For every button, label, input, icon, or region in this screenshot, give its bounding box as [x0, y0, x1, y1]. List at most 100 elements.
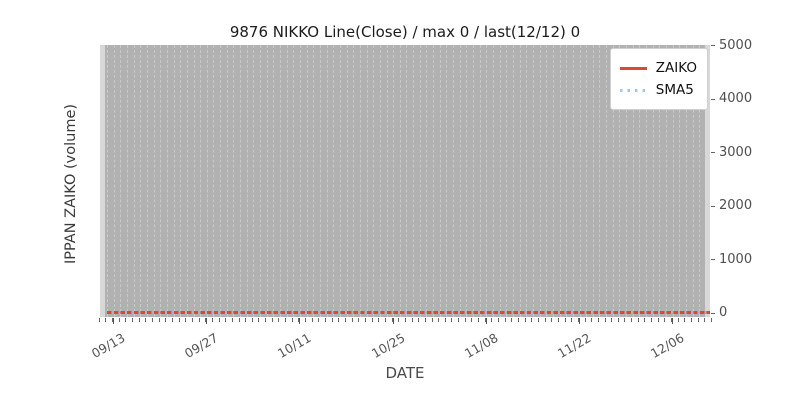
- x-minor-tick: [258, 318, 260, 322]
- x-minor-tick: [231, 318, 233, 322]
- x-minor-tick: [298, 318, 300, 322]
- gridline: [566, 45, 568, 317]
- x-minor-tick: [704, 318, 706, 322]
- y-tick-label: 0: [719, 305, 728, 320]
- gridline: [346, 45, 348, 317]
- x-minor-tick: [384, 318, 386, 322]
- x-minor-tick: [504, 318, 506, 322]
- legend-label-sma5: SMA5: [655, 82, 694, 98]
- x-minor-tick: [464, 318, 466, 322]
- gridline: [692, 45, 694, 317]
- x-minor-tick: [577, 318, 579, 322]
- x-minor-tick: [132, 318, 134, 322]
- gridline: [519, 45, 521, 317]
- gridline: [353, 45, 355, 317]
- x-minor-tick: [711, 318, 712, 322]
- x-minor-tick: [125, 318, 127, 322]
- x-minor-tick: [225, 318, 227, 322]
- x-minor-tick: [364, 318, 366, 322]
- gridline: [546, 45, 548, 317]
- x-minor-tick: [657, 318, 659, 322]
- gridline: [479, 45, 481, 317]
- gridline: [153, 45, 155, 317]
- gridline: [612, 45, 614, 317]
- x-minor-tick: [544, 318, 546, 322]
- gridline: [240, 45, 242, 317]
- x-minor-tick: [351, 318, 353, 322]
- gridline: [180, 45, 182, 317]
- gridline: [672, 45, 674, 317]
- x-minor-tick: [551, 318, 553, 322]
- gridline: [572, 45, 574, 317]
- x-minor-tick: [591, 318, 593, 322]
- gridline: [379, 45, 381, 317]
- gridline: [619, 45, 621, 317]
- gridline: [439, 45, 441, 317]
- gridline: [632, 45, 634, 317]
- x-minor-tick: [158, 318, 160, 322]
- sma5-series-line: [105, 311, 710, 314]
- gridline: [679, 45, 681, 317]
- y-tick: [711, 45, 715, 47]
- x-minor-tick: [617, 318, 619, 322]
- x-minor-tick: [305, 318, 307, 322]
- gridline: [113, 45, 115, 317]
- x-minor-tick: [251, 318, 253, 322]
- x-minor-tick: [105, 318, 107, 322]
- x-minor-tick: [491, 318, 493, 322]
- x-minor-tick: [191, 318, 193, 322]
- y-tick: [711, 312, 715, 314]
- gridline: [579, 45, 581, 317]
- x-minor-tick: [677, 318, 679, 322]
- gridline: [406, 45, 408, 317]
- gridline: [366, 45, 368, 317]
- x-minor-tick: [651, 318, 653, 322]
- chart-title: 9876 NIKKO Line(Close) / max 0 / last(12…: [229, 23, 581, 41]
- gridline: [140, 45, 142, 317]
- x-minor-tick: [398, 318, 400, 322]
- gridline: [306, 45, 308, 317]
- gridline: [685, 45, 687, 317]
- gridline: [120, 45, 122, 317]
- zaiko-line-swatch-icon: [619, 66, 647, 70]
- x-minor-tick: [378, 318, 380, 322]
- x-minor-tick: [458, 318, 460, 322]
- x-tick-label: 10/11: [275, 330, 314, 362]
- x-minor-tick: [171, 318, 173, 322]
- gridline: [233, 45, 235, 317]
- legend-item-sma5: SMA5: [619, 79, 697, 101]
- x-minor-tick: [291, 318, 293, 322]
- gridline: [699, 45, 701, 317]
- gridline: [166, 45, 168, 317]
- data-range-band: [105, 45, 705, 317]
- plot-area: ZAIKO SMA5: [100, 45, 710, 317]
- x-major-tick: [206, 318, 208, 324]
- x-minor-tick: [684, 318, 686, 322]
- x-minor-tick: [511, 318, 513, 322]
- gridline: [473, 45, 475, 317]
- x-minor-tick: [331, 318, 333, 322]
- gridline: [559, 45, 561, 317]
- gridline: [552, 45, 554, 317]
- gridline: [253, 45, 255, 317]
- gridline: [413, 45, 415, 317]
- x-minor-tick: [438, 318, 440, 322]
- x-minor-tick: [557, 318, 559, 322]
- y-tick-label: 2000: [719, 198, 753, 214]
- x-major-tick: [392, 318, 394, 324]
- x-minor-tick: [584, 318, 586, 322]
- x-minor-tick: [138, 318, 140, 322]
- x-minor-tick: [664, 318, 666, 322]
- x-minor-tick: [338, 318, 340, 322]
- x-minor-tick: [151, 318, 153, 322]
- gridline: [339, 45, 341, 317]
- gridline: [466, 45, 468, 317]
- gridline: [280, 45, 282, 317]
- x-minor-tick: [165, 318, 167, 322]
- gridline: [333, 45, 335, 317]
- gridline: [499, 45, 501, 317]
- x-minor-tick: [411, 318, 413, 322]
- gridline: [273, 45, 275, 317]
- x-minor-tick: [112, 318, 114, 322]
- gridline: [512, 45, 514, 317]
